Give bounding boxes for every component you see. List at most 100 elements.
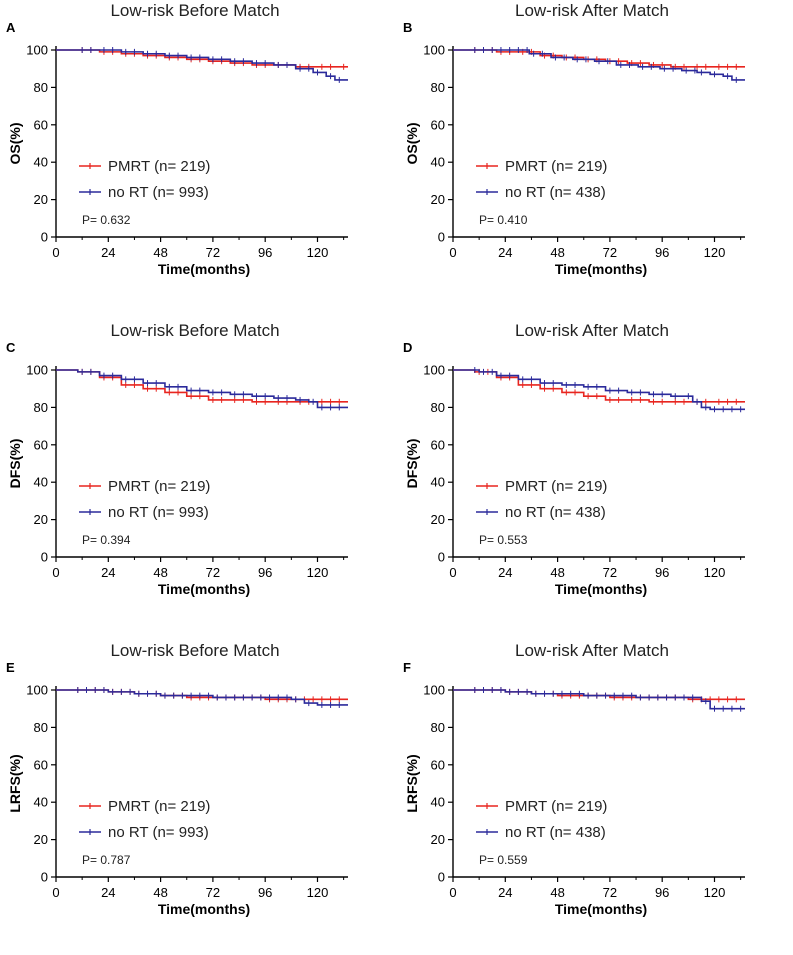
panel-letter: A: [6, 20, 16, 35]
x-tick-label: 24: [101, 565, 115, 580]
y-tick-label: 40: [431, 795, 445, 810]
x-tick-label: 0: [449, 245, 456, 260]
legend-label-nort: no RT (n= 438): [505, 184, 606, 201]
chart-panel-e: E Low-risk Before Match 0 20 40 60 80 100 0 24 48 7…: [0, 640, 396, 955]
x-tick-label: 96: [655, 245, 669, 260]
legend-label-nort: no RT (n= 438): [505, 504, 606, 521]
legend-label-pmrt: PMRT (n= 219): [108, 478, 210, 495]
x-tick-label: 0: [52, 565, 59, 580]
panel-letter: B: [403, 20, 412, 35]
x-tick-label: 24: [498, 245, 512, 260]
x-tick-label: 24: [498, 885, 512, 900]
y-tick-label: 80: [34, 400, 48, 415]
x-tick-label: 0: [449, 885, 456, 900]
x-tick-label: 72: [603, 245, 617, 260]
chart-svg-b: B Low-risk After Match 0 20 40 60 80 100 0 24 48 72…: [403, 1, 745, 277]
x-tick-label: 48: [550, 885, 564, 900]
chart-svg-a: A Low-risk Before Match 0 20 40 60 80 100 0 24 48 7…: [6, 1, 348, 277]
x-tick-label: 48: [153, 245, 167, 260]
y-tick-label: 0: [41, 870, 48, 885]
chart-svg-f: F Low-risk After Match 0 20 40 60 80 100 0 24 48 72…: [403, 641, 745, 917]
y-tick-label: 40: [34, 155, 48, 170]
y-tick-label: 60: [34, 117, 48, 132]
y-tick-label: 20: [34, 512, 48, 527]
x-tick-label: 72: [206, 885, 220, 900]
p-value: P= 0.410: [479, 213, 528, 227]
chart-panel-c: C Low-risk Before Match 0 20 40 60 80 100 0 24 48 7…: [0, 320, 396, 635]
x-tick-label: 72: [206, 565, 220, 580]
x-axis-title: Time(months): [158, 261, 250, 277]
panel-letter: F: [403, 660, 411, 675]
x-tick-label: 96: [655, 885, 669, 900]
y-tick-label: 100: [423, 43, 445, 58]
legend-label-nort: no RT (n= 438): [505, 824, 606, 841]
x-tick-label: 48: [550, 565, 564, 580]
y-tick-label: 80: [431, 720, 445, 735]
x-tick-label: 120: [704, 565, 726, 580]
panel-letter: C: [6, 340, 16, 355]
legend-label-pmrt: PMRT (n= 219): [108, 158, 210, 175]
chart-title: Low-risk Before Match: [110, 321, 279, 340]
chart-title: Low-risk After Match: [515, 1, 669, 20]
survival-curve-nort: [453, 689, 745, 710]
survival-curve-nort: [56, 369, 348, 409]
chart-svg-d: D Low-risk After Match 0 20 40 60 80 100 0 24 48 72…: [403, 321, 745, 597]
y-tick-label: 20: [431, 192, 445, 207]
y-tick-label: 20: [34, 192, 48, 207]
p-value: P= 0.553: [479, 533, 528, 547]
x-tick-label: 48: [153, 565, 167, 580]
x-tick-label: 24: [101, 245, 115, 260]
p-value: P= 0.394: [82, 533, 131, 547]
y-tick-label: 40: [34, 795, 48, 810]
y-tick-label: 60: [34, 437, 48, 452]
x-tick-label: 0: [52, 885, 59, 900]
y-axis-title: LRFS(%): [7, 754, 23, 812]
legend-label-nort: no RT (n= 993): [108, 184, 209, 201]
y-axis-title: OS(%): [404, 123, 420, 165]
y-tick-label: 40: [34, 475, 48, 490]
panel-letter: D: [403, 340, 412, 355]
legend-label-pmrt: PMRT (n= 219): [505, 158, 607, 175]
chart-title: Low-risk After Match: [515, 641, 669, 660]
x-axis-title: Time(months): [555, 261, 647, 277]
x-tick-label: 120: [307, 245, 329, 260]
y-tick-label: 100: [423, 363, 445, 378]
y-tick-label: 0: [438, 230, 445, 245]
x-tick-label: 96: [258, 245, 272, 260]
x-tick-label: 96: [258, 565, 272, 580]
y-tick-label: 60: [431, 117, 445, 132]
x-tick-label: 48: [153, 885, 167, 900]
x-axis-title: Time(months): [158, 581, 250, 597]
chart-panel-b: B Low-risk After Match 0 20 40 60 80 100 0 24 48 72…: [397, 0, 793, 315]
x-tick-label: 120: [704, 245, 726, 260]
panel-letter: E: [6, 660, 15, 675]
legend-label-pmrt: PMRT (n= 219): [505, 478, 607, 495]
x-tick-label: 0: [449, 565, 456, 580]
x-axis-title: Time(months): [158, 901, 250, 917]
y-tick-label: 20: [34, 832, 48, 847]
x-tick-label: 0: [52, 245, 59, 260]
x-tick-label: 96: [655, 565, 669, 580]
chart-title: Low-risk Before Match: [110, 1, 279, 20]
legend-label-pmrt: PMRT (n= 219): [108, 798, 210, 815]
survival-curve-nort: [56, 49, 348, 81]
x-tick-label: 24: [101, 885, 115, 900]
legend-label-nort: no RT (n= 993): [108, 824, 209, 841]
x-tick-label: 72: [603, 565, 617, 580]
p-value: P= 0.559: [479, 853, 528, 867]
y-tick-label: 40: [431, 155, 445, 170]
y-tick-label: 0: [438, 870, 445, 885]
y-tick-label: 20: [431, 512, 445, 527]
x-tick-label: 48: [550, 245, 564, 260]
survival-curve-pmrt: [56, 49, 348, 68]
y-tick-label: 60: [431, 437, 445, 452]
x-tick-label: 24: [498, 565, 512, 580]
x-axis-title: Time(months): [555, 901, 647, 917]
y-tick-label: 80: [34, 80, 48, 95]
y-tick-label: 80: [431, 400, 445, 415]
y-tick-label: 0: [41, 230, 48, 245]
y-axis-title: LRFS(%): [404, 754, 420, 812]
chart-panel-d: D Low-risk After Match 0 20 40 60 80 100 0 24 48 72…: [397, 320, 793, 635]
y-tick-label: 100: [26, 683, 48, 698]
